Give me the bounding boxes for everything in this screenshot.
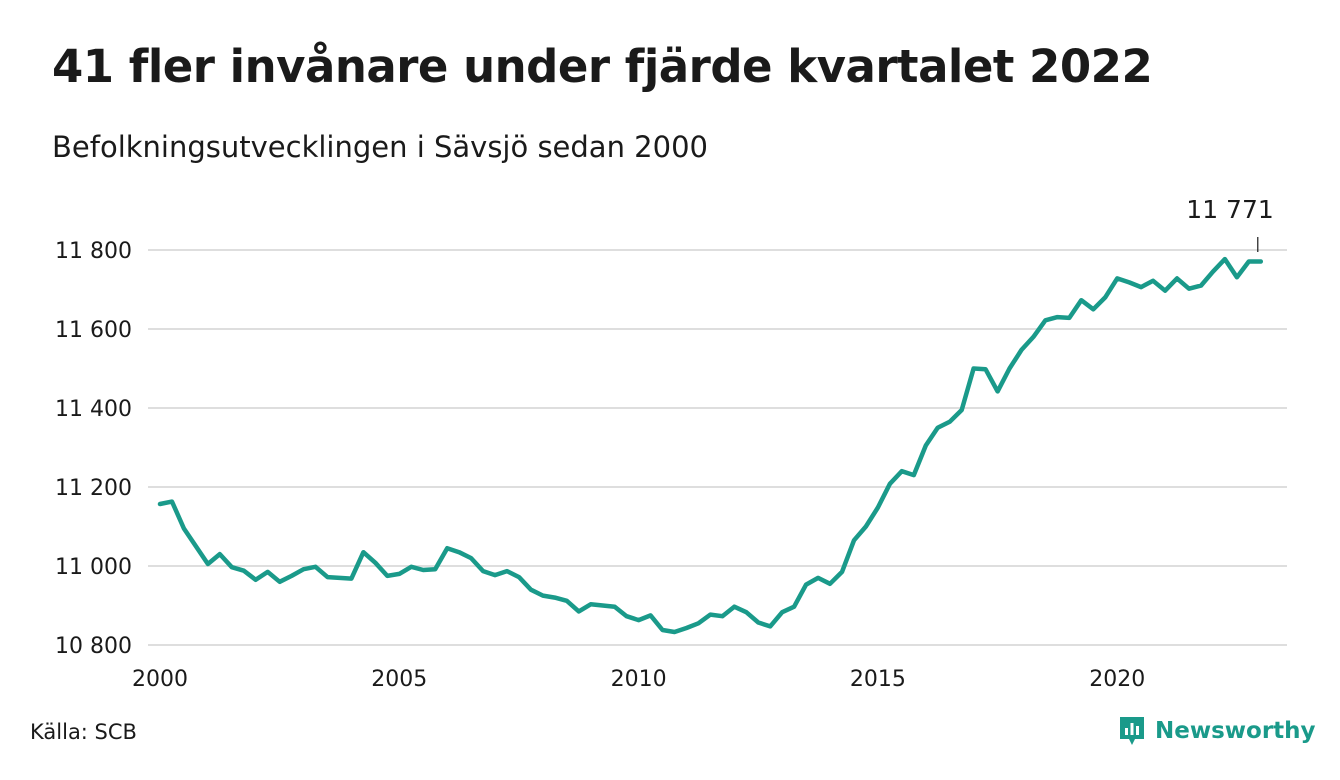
- series-line: [157, 256, 1264, 635]
- brand[interactable]: Newsworthy: [1117, 714, 1316, 748]
- newsworthy-logo-icon: [1120, 717, 1144, 745]
- y-tick-label: 11 400: [55, 397, 132, 422]
- x-tick-label: 2020: [1089, 667, 1145, 692]
- source-note: Källa: SCB: [30, 720, 137, 744]
- x-tick-label: 2000: [132, 667, 188, 692]
- y-tick-label: 11 600: [55, 318, 132, 343]
- y-tick-label: 11 200: [55, 476, 132, 501]
- chart-subtitle: Befolkningsutvecklingen i Sävsjö sedan 2…: [52, 130, 708, 164]
- y-tick-label: 10 800: [55, 634, 132, 659]
- y-tick-label: 11 000: [55, 555, 132, 580]
- x-tick-label: 2010: [611, 667, 667, 692]
- y-tick-label: 11 800: [55, 239, 132, 264]
- x-tick-label: 2015: [850, 667, 906, 692]
- brand-name: Newsworthy: [1155, 718, 1316, 744]
- x-tick-label: 2005: [371, 667, 427, 692]
- chart-title: 41 fler invånare under fjärde kvartalet …: [52, 40, 1153, 93]
- end-value-label: 11 771: [1186, 195, 1273, 224]
